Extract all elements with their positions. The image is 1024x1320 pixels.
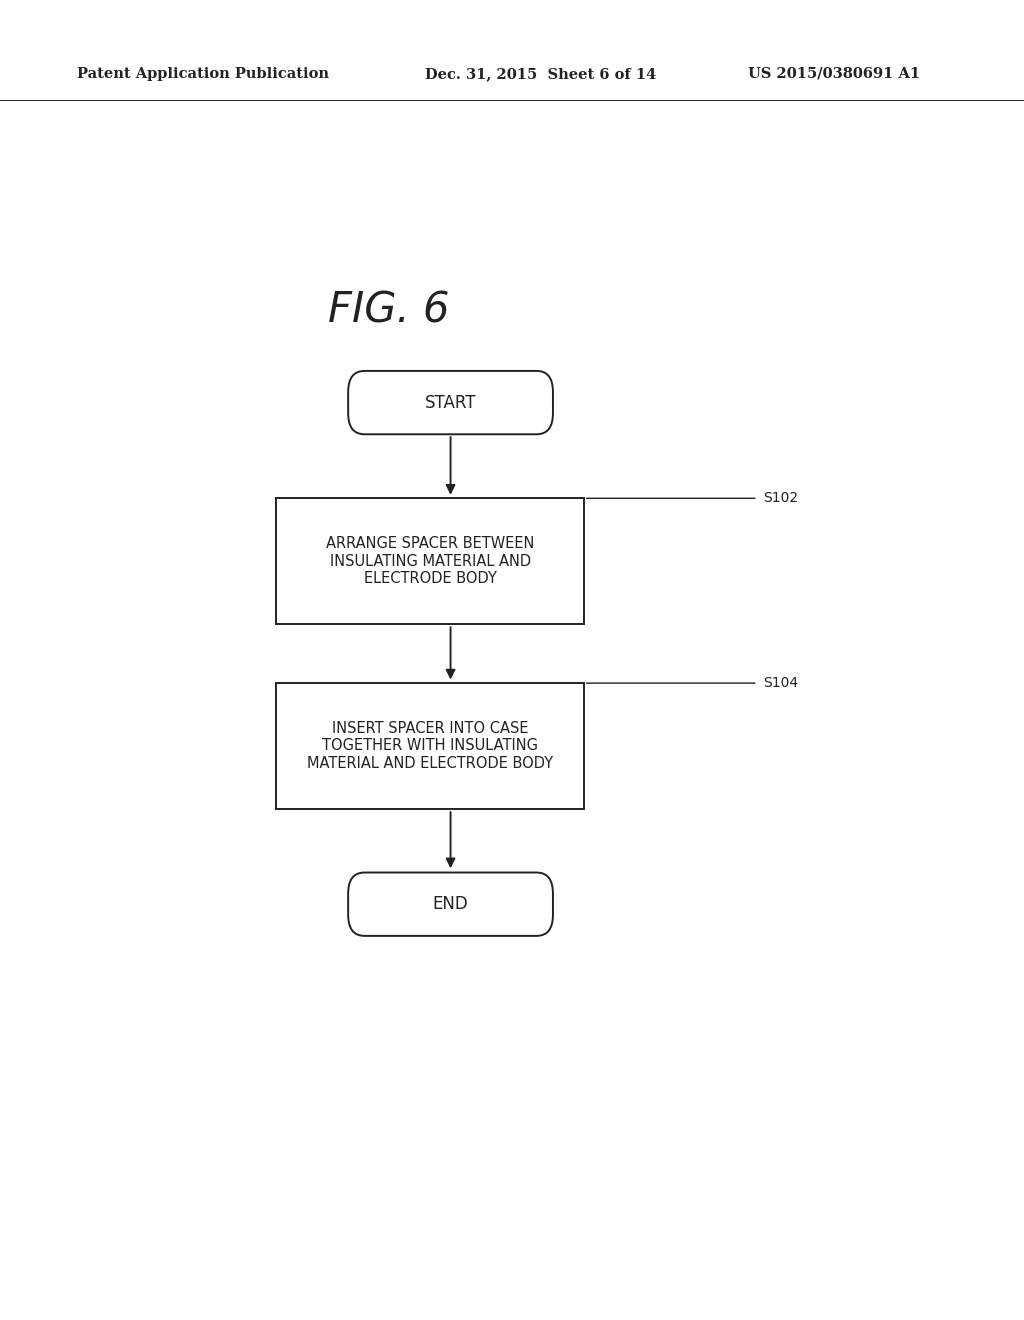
Text: INSERT SPACER INTO CASE
TOGETHER WITH INSULATING
MATERIAL AND ELECTRODE BODY: INSERT SPACER INTO CASE TOGETHER WITH IN… — [307, 721, 553, 771]
Text: FIG. 6: FIG. 6 — [329, 289, 450, 331]
Text: S104: S104 — [763, 676, 798, 690]
Bar — [276, 682, 584, 808]
Text: Patent Application Publication: Patent Application Publication — [77, 67, 329, 81]
Text: Dec. 31, 2015  Sheet 6 of 14: Dec. 31, 2015 Sheet 6 of 14 — [425, 67, 656, 81]
Text: S102: S102 — [763, 491, 798, 506]
Text: US 2015/0380691 A1: US 2015/0380691 A1 — [748, 67, 920, 81]
Bar — [276, 499, 584, 624]
FancyBboxPatch shape — [348, 371, 553, 434]
Text: ARRANGE SPACER BETWEEN
INSULATING MATERIAL AND
ELECTRODE BODY: ARRANGE SPACER BETWEEN INSULATING MATERI… — [326, 536, 535, 586]
FancyBboxPatch shape — [348, 873, 553, 936]
Text: END: END — [433, 895, 468, 913]
Text: START: START — [425, 393, 476, 412]
